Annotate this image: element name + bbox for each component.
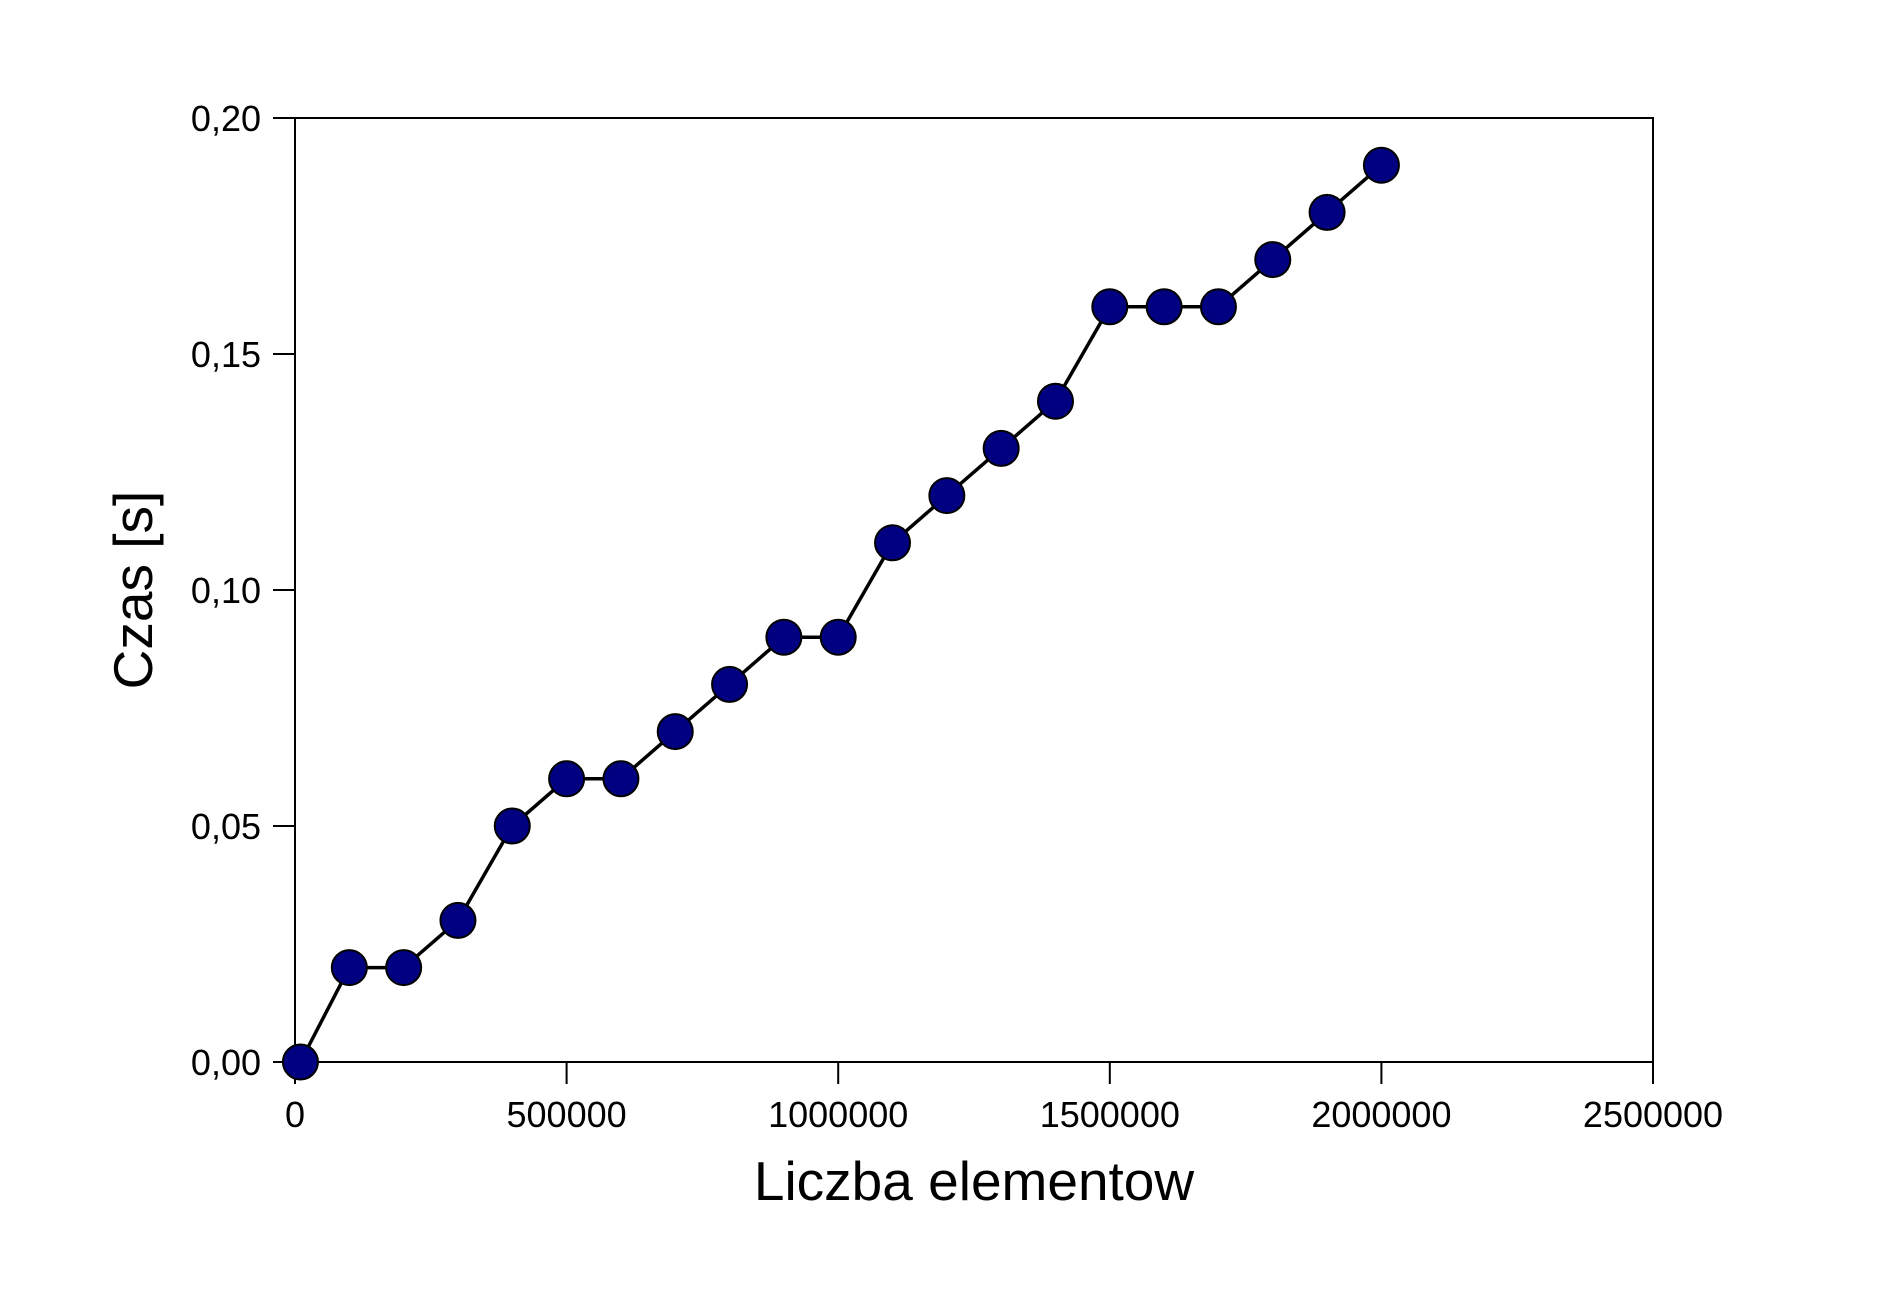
series-layer bbox=[281, 146, 1400, 1081]
data-point bbox=[281, 1043, 319, 1081]
x-tick-label: 1500000 bbox=[1040, 1094, 1180, 1135]
y-tick-label: 0,15 bbox=[191, 334, 261, 375]
y-tick-label: 0,00 bbox=[191, 1042, 261, 1083]
data-point bbox=[1199, 288, 1237, 326]
y-tick-label: 0,10 bbox=[191, 570, 261, 611]
data-point bbox=[874, 524, 912, 562]
data-point bbox=[1308, 193, 1346, 231]
data-point bbox=[1362, 146, 1400, 184]
data-point bbox=[1091, 288, 1129, 326]
data-point bbox=[656, 713, 694, 751]
data-point bbox=[765, 618, 803, 656]
x-axis-title: Liczba elementow bbox=[754, 1150, 1195, 1212]
data-point bbox=[1254, 241, 1292, 279]
data-point bbox=[1036, 382, 1074, 420]
data-point bbox=[819, 618, 857, 656]
data-point bbox=[439, 901, 477, 939]
data-point bbox=[602, 760, 640, 798]
data-point bbox=[330, 949, 368, 987]
x-axis-ticks: 0 500000 1000000 1500000 2000000 2500000 bbox=[285, 1062, 1723, 1135]
data-point bbox=[385, 949, 423, 987]
x-tick-label: 0 bbox=[285, 1094, 305, 1135]
y-tick-label: 0,20 bbox=[191, 98, 261, 139]
data-point bbox=[982, 429, 1020, 467]
data-point bbox=[493, 807, 531, 845]
y-tick-label: 0,05 bbox=[191, 806, 261, 847]
x-tick-label: 500000 bbox=[507, 1094, 627, 1135]
data-point bbox=[548, 760, 586, 798]
data-point bbox=[928, 477, 966, 515]
data-point bbox=[711, 665, 749, 703]
x-tick-label: 2000000 bbox=[1311, 1094, 1451, 1135]
data-point bbox=[1145, 288, 1183, 326]
y-axis-title: Czas [s] bbox=[102, 491, 164, 690]
x-tick-label: 2500000 bbox=[1583, 1094, 1723, 1135]
x-tick-label: 1000000 bbox=[768, 1094, 908, 1135]
y-axis-ticks: 0,00 0,05 0,10 0,15 0,20 bbox=[191, 98, 295, 1083]
